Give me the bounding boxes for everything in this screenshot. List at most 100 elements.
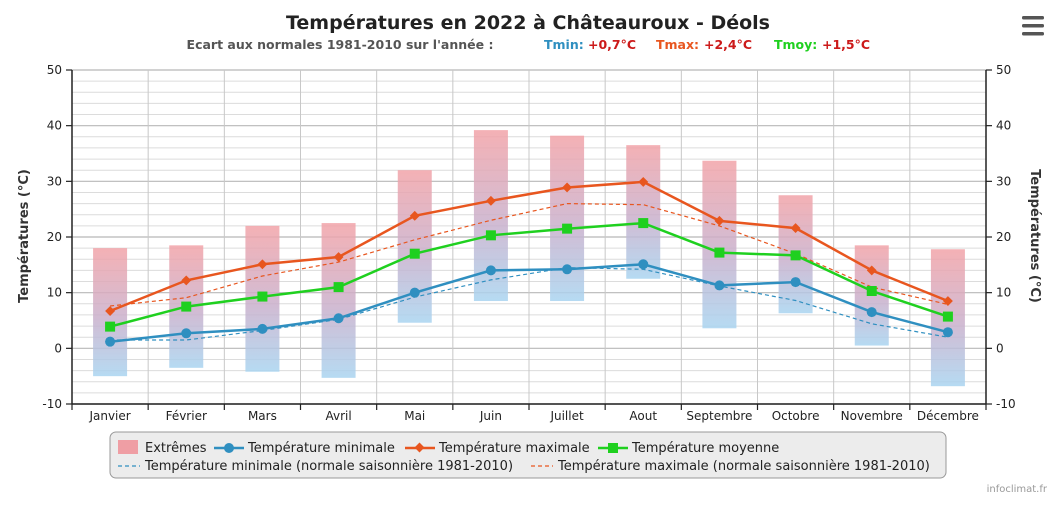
legend-tmin-normal-label: Température minimale (normale saisonnièr… <box>144 459 513 474</box>
x-tick-label: Aout <box>629 409 657 423</box>
y-tick-label-right: 10 <box>996 286 1011 300</box>
legend-item-tmin[interactable]: Température minimale <box>214 441 395 456</box>
legend-tmax-label: Température maximale <box>438 441 590 456</box>
y-tick-label-left: 10 <box>47 286 62 300</box>
tmin-point <box>181 328 192 339</box>
subtitle-tmoy-value: +1,5°C <box>822 37 870 52</box>
tmin-point <box>714 280 725 291</box>
tmin-point <box>790 277 801 288</box>
extremes-bar <box>550 135 585 302</box>
tmin-point <box>485 265 496 276</box>
y-tick-label-right: 40 <box>996 119 1011 133</box>
tmoy-point <box>638 218 649 229</box>
tmax-point <box>562 182 573 193</box>
legend-item-tmin-normal[interactable]: Température minimale (normale saisonnièr… <box>118 459 513 474</box>
subtitle-tmax-label: Tmax: <box>656 37 699 52</box>
tmoy-point <box>942 311 953 322</box>
tmin-point <box>105 336 116 347</box>
subtitle-tmax-value: +2,4°C <box>704 37 752 52</box>
tmin-point <box>866 307 877 318</box>
legend-tmax-normal-label: Température maximale (normale saisonnièr… <box>557 459 930 474</box>
hamburger-menu-icon[interactable] <box>1016 12 1050 40</box>
tmax-point <box>714 215 725 226</box>
extremes-bar <box>397 170 432 323</box>
tmin-point <box>333 313 344 324</box>
x-tick-label: Février <box>166 409 207 423</box>
x-tick-label: Octobre <box>772 409 820 423</box>
tmax-point <box>790 223 801 234</box>
y-tick-label-right: -10 <box>996 397 1016 411</box>
series-line <box>109 221 949 328</box>
subtitle-tmin-value: +0,7°C <box>588 37 636 52</box>
tmoy-point <box>257 291 268 302</box>
y-tick-label-left: 0 <box>54 341 62 355</box>
y-tick-label-right: 0 <box>996 341 1004 355</box>
x-tick-label: Janvier <box>88 409 130 423</box>
normals-lines <box>110 202 949 341</box>
tmoy-point <box>790 250 801 261</box>
chart-credit[interactable]: infoclimat.fr <box>987 484 1048 495</box>
extremes-bar <box>321 223 356 378</box>
x-tick-label: Avril <box>325 409 351 423</box>
tmoy-point <box>105 321 116 332</box>
x-tick-label: Mai <box>404 409 425 423</box>
legend-item-tmoy[interactable]: Température moyenne <box>598 441 779 456</box>
tmax-point <box>181 275 192 286</box>
chart-title: Températures en 2022 à Châteauroux - Déo… <box>286 12 770 34</box>
legend-tmin-marker <box>224 443 234 453</box>
tmax-point <box>485 195 496 206</box>
legend-item-tmax[interactable]: Température maximale <box>405 441 590 456</box>
x-tick-label: Septembre <box>686 409 752 423</box>
subtitle-label: Ecart aux normales 1981-2010 sur l'année… <box>187 37 494 52</box>
extremes-bar <box>702 160 737 329</box>
tmax-point <box>942 296 953 306</box>
subtitle-tmin-label: Tmin: <box>544 37 584 52</box>
tmoy-point <box>714 247 725 258</box>
extremes-bar <box>626 145 661 279</box>
series-line <box>109 180 949 313</box>
legend: Extrêmes Température minimale Températur… <box>109 431 947 479</box>
x-tick-label: Décembre <box>917 409 979 423</box>
y-tick-label-left: 50 <box>47 63 62 77</box>
chart-subtitle: Ecart aux normales 1981-2010 sur l'année… <box>187 37 871 52</box>
tmoy-point <box>866 285 877 296</box>
tmin-point <box>257 323 268 334</box>
legend-item-extremes[interactable]: Extrêmes <box>118 440 207 456</box>
tmoy-point <box>333 282 344 293</box>
x-tick-label: Novembre <box>841 409 903 423</box>
legend-extremes-swatch <box>118 440 138 454</box>
tmax-point <box>333 252 344 262</box>
tmoy-point <box>485 230 496 241</box>
normal-line <box>110 266 949 341</box>
y-tick-label-right: 20 <box>996 230 1011 244</box>
legend-tmoy-label: Température moyenne <box>631 441 779 456</box>
y-tick-label-left: 30 <box>47 174 62 188</box>
legend-tmax-marker <box>414 442 425 453</box>
legend-item-tmax-normal[interactable]: Température maximale (normale saisonnièr… <box>531 459 930 474</box>
legend-box <box>109 431 947 479</box>
tmin-point <box>638 259 649 270</box>
tmin-point <box>409 287 420 298</box>
y-tick-label-left: 40 <box>47 119 62 133</box>
y-axis-right-title: Températures (°C) <box>1027 169 1042 303</box>
legend-tmin-label: Température minimale <box>247 441 395 456</box>
normal-line <box>110 202 949 307</box>
series-line <box>109 263 949 343</box>
legend-tmoy-marker <box>608 443 618 453</box>
tmoy-point <box>562 223 573 234</box>
tmin-point <box>562 264 573 275</box>
axes-layer: -10 -10 0 0 10 10 20 20 30 30 40 40 50 50 Janvier Févri… <box>42 63 1015 423</box>
x-tick-label: Mars <box>248 409 277 423</box>
y-axis-left-title: Températures (°C) <box>17 169 32 303</box>
y-tick-label-right: 50 <box>996 63 1011 77</box>
x-tick-label: Juillet <box>549 409 584 423</box>
tmax-point <box>866 265 877 276</box>
subtitle-tmoy-label: Tmoy: <box>774 37 817 52</box>
tmax-point <box>409 210 420 221</box>
y-tick-label-left: -10 <box>42 397 62 411</box>
tmin-point <box>942 327 953 338</box>
tmoy-point <box>409 248 420 259</box>
tmoy-point <box>181 301 192 312</box>
